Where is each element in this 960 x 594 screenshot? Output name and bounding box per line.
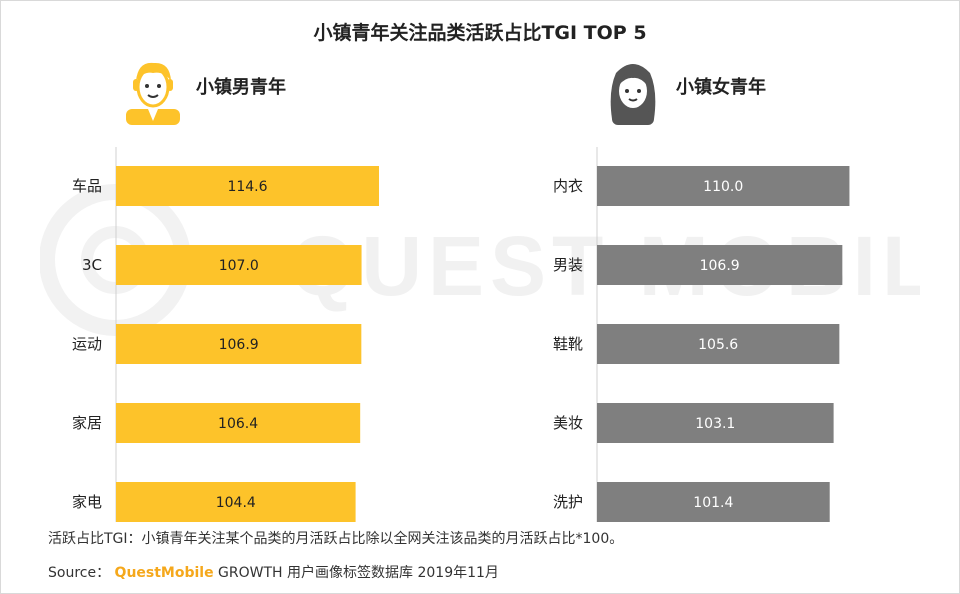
- female-value-label-4: 101.4: [693, 495, 733, 511]
- female-bar-0: [597, 166, 850, 206]
- source-rest: GROWTH 用户画像标签数据库 2019年11月: [213, 565, 499, 581]
- male-category-label-3: 家居: [72, 414, 102, 432]
- male-category-label-1: 3C: [82, 256, 102, 274]
- young-man-icon: [126, 62, 180, 125]
- female-value-label-3: 103.1: [695, 416, 735, 432]
- female-category-label-2: 鞋靴: [553, 335, 583, 353]
- female-value-label-2: 105.6: [698, 337, 738, 353]
- source-line: Source： QuestMobile GROWTH 用户画像标签数据库 201…: [48, 562, 499, 582]
- female-bar-4: [597, 482, 830, 522]
- chart-title: 小镇青年关注品类活跃占比TGI TOP 5: [313, 22, 647, 44]
- female-bar-1: [597, 245, 843, 285]
- source-brand: QuestMobile: [114, 565, 214, 581]
- male-value-label-0: 114.6: [227, 179, 267, 195]
- male-bar-2: [116, 324, 362, 364]
- male-panel-label: 小镇男青年: [196, 77, 286, 98]
- female-category-label-0: 内衣: [553, 177, 583, 195]
- young-woman-icon: [610, 64, 656, 125]
- male-value-label-3: 106.4: [218, 416, 258, 432]
- female-category-label-1: 男装: [553, 256, 583, 274]
- male-value-label-1: 107.0: [219, 258, 259, 274]
- male-category-label-4: 家电: [72, 493, 102, 511]
- male-category-label-2: 运动: [72, 335, 102, 353]
- male-bar-1: [116, 245, 362, 285]
- female-category-label-3: 美妆: [553, 414, 583, 432]
- male-bar-3: [116, 403, 361, 443]
- female-panel-header: 小镇女青年: [598, 55, 818, 125]
- female-value-label-0: 110.0: [703, 179, 743, 195]
- female-bar-2: [597, 324, 840, 364]
- female-bar-3: [597, 403, 834, 443]
- female-value-label-1: 106.9: [700, 258, 740, 274]
- male-value-label-2: 106.9: [219, 337, 259, 353]
- female-panel-label: 小镇女青年: [676, 77, 766, 98]
- male-panel-header: 小镇男青年: [118, 55, 338, 125]
- male-bar-0: [116, 166, 379, 206]
- male-bar-4: [116, 482, 356, 522]
- female-category-label-4: 洗护: [553, 493, 583, 511]
- footnote: 活跃占比TGI：小镇青年关注某个品类的月活跃占比除以全网关注该品类的月活跃占比*…: [48, 531, 624, 547]
- male-value-label-4: 104.4: [216, 495, 256, 511]
- male-category-label-0: 车品: [72, 177, 102, 195]
- source-prefix: Source：: [48, 565, 111, 581]
